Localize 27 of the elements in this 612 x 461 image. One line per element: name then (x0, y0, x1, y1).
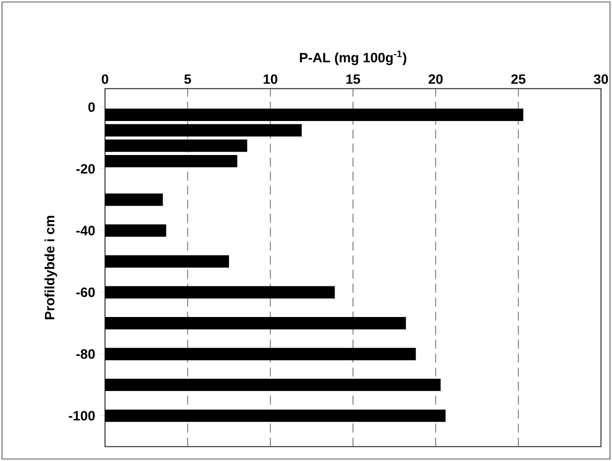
y-tick-label: -60 (76, 288, 95, 298)
y-tick-label: -40 (76, 226, 95, 236)
bar (105, 316, 406, 330)
bar (105, 286, 335, 298)
bar (105, 348, 416, 360)
bar (105, 224, 166, 237)
x-tick-label: 0 (102, 74, 108, 84)
x-tick-label: 5 (184, 74, 192, 84)
bar (105, 194, 163, 206)
bar (105, 154, 238, 168)
y-tick-label: -100 (68, 410, 95, 421)
bar (105, 124, 302, 136)
bar (105, 108, 524, 122)
y-tick-label: 0 (88, 102, 95, 112)
x-tick-label: 20 (428, 74, 443, 84)
x-axis-title: P-AL (mg 100g$^{-1}$) (300, 50, 406, 66)
y-axis-title: Profildybde i cm (44, 216, 58, 320)
x-tick-label: 10 (264, 74, 278, 84)
bar (105, 378, 441, 392)
x-tick-label: 25 (511, 74, 526, 84)
x-tick-label: 30 (594, 74, 608, 84)
y-tick-label: -20 (76, 164, 95, 174)
bar (105, 255, 229, 268)
bar (105, 140, 248, 152)
y-tick-label: -80 (76, 349, 95, 359)
bar (105, 410, 446, 422)
x-tick-label: 15 (346, 74, 360, 84)
